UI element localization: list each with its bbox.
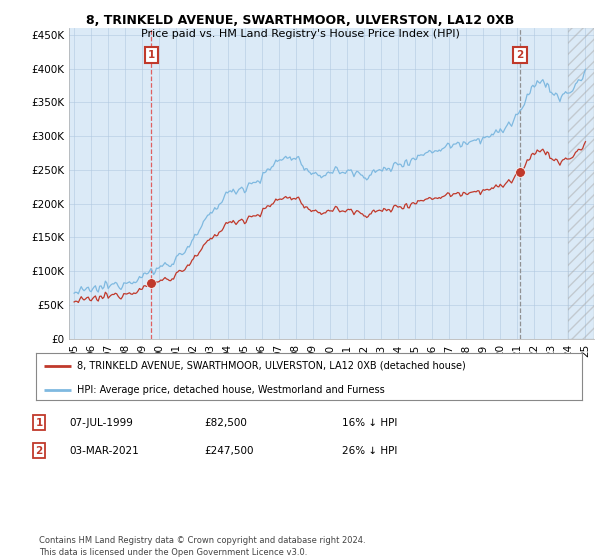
Text: 1: 1	[148, 50, 155, 60]
Text: Contains HM Land Registry data © Crown copyright and database right 2024.
This d: Contains HM Land Registry data © Crown c…	[39, 536, 365, 557]
Bar	[568, 28, 594, 339]
Text: £247,500: £247,500	[204, 446, 254, 456]
Text: 03-MAR-2021: 03-MAR-2021	[69, 446, 139, 456]
Text: 8, TRINKELD AVENUE, SWARTHMOOR, ULVERSTON, LA12 0XB (detached house): 8, TRINKELD AVENUE, SWARTHMOOR, ULVERSTO…	[77, 361, 466, 371]
Text: 8, TRINKELD AVENUE, SWARTHMOOR, ULVERSTON, LA12 0XB: 8, TRINKELD AVENUE, SWARTHMOOR, ULVERSTO…	[86, 14, 514, 27]
Text: 07-JUL-1999: 07-JUL-1999	[69, 418, 133, 428]
Text: 1: 1	[35, 418, 43, 428]
Text: £82,500: £82,500	[204, 418, 247, 428]
Text: 26% ↓ HPI: 26% ↓ HPI	[342, 446, 397, 456]
Text: 2: 2	[35, 446, 43, 456]
Text: 16% ↓ HPI: 16% ↓ HPI	[342, 418, 397, 428]
Text: HPI: Average price, detached house, Westmorland and Furness: HPI: Average price, detached house, West…	[77, 385, 385, 395]
Text: Price paid vs. HM Land Registry's House Price Index (HPI): Price paid vs. HM Land Registry's House …	[140, 29, 460, 39]
Text: 2: 2	[517, 50, 524, 60]
